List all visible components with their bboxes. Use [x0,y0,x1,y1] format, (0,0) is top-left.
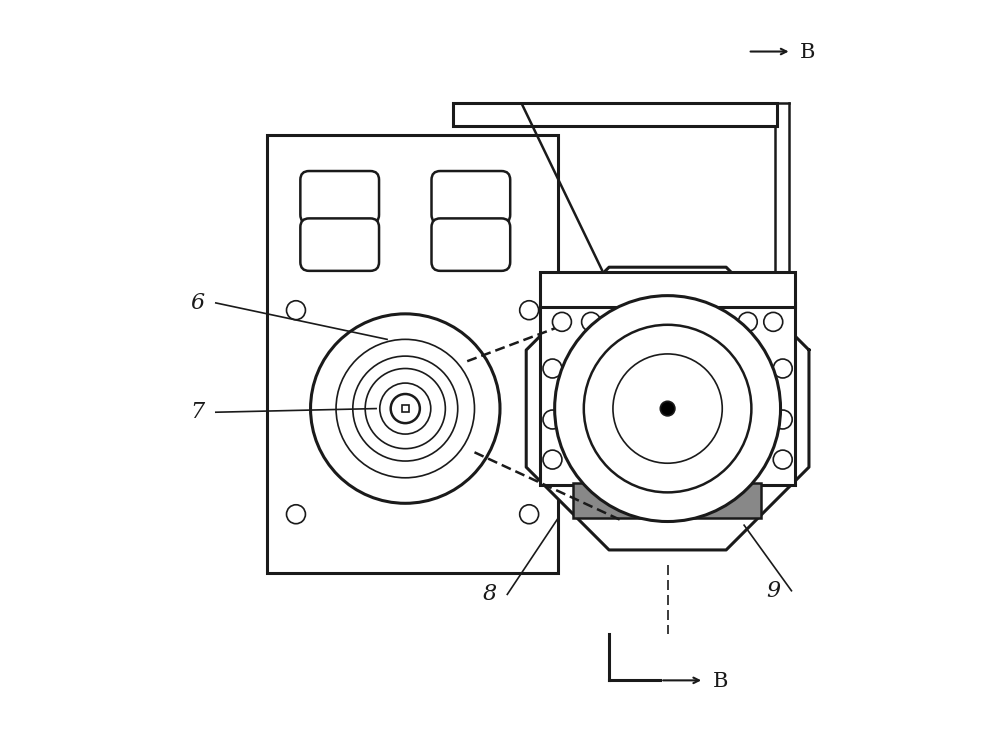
Circle shape [582,312,601,332]
Text: B: B [713,671,728,691]
FancyBboxPatch shape [432,218,510,271]
Circle shape [365,368,445,449]
Text: B: B [800,43,816,62]
Circle shape [764,312,783,332]
Bar [573,483,761,518]
Text: 6: 6 [191,292,205,314]
Circle shape [543,359,562,378]
Circle shape [543,410,562,429]
Circle shape [555,296,781,522]
Circle shape [773,359,792,378]
Circle shape [738,312,757,332]
Circle shape [773,450,792,469]
Text: 9: 9 [766,580,781,601]
Circle shape [520,301,539,320]
Circle shape [287,505,305,524]
Circle shape [660,401,675,416]
Circle shape [696,312,715,332]
Circle shape [584,325,751,492]
Circle shape [620,312,639,332]
Bar [540,303,795,485]
Circle shape [613,354,722,464]
Bar [267,136,558,573]
Circle shape [552,312,571,332]
Text: 8: 8 [482,584,496,605]
Circle shape [658,312,677,332]
FancyBboxPatch shape [432,171,510,223]
Polygon shape [453,102,777,126]
Circle shape [287,301,305,320]
Circle shape [311,314,500,503]
Circle shape [773,410,792,429]
Text: 7: 7 [191,401,205,423]
Polygon shape [526,268,809,550]
Circle shape [520,505,539,524]
Circle shape [543,450,562,469]
Circle shape [391,394,420,423]
FancyBboxPatch shape [300,218,379,271]
Circle shape [380,383,431,434]
FancyBboxPatch shape [300,171,379,223]
Bar [402,405,409,412]
Circle shape [353,356,458,461]
Circle shape [336,339,474,478]
Bar [540,272,795,307]
